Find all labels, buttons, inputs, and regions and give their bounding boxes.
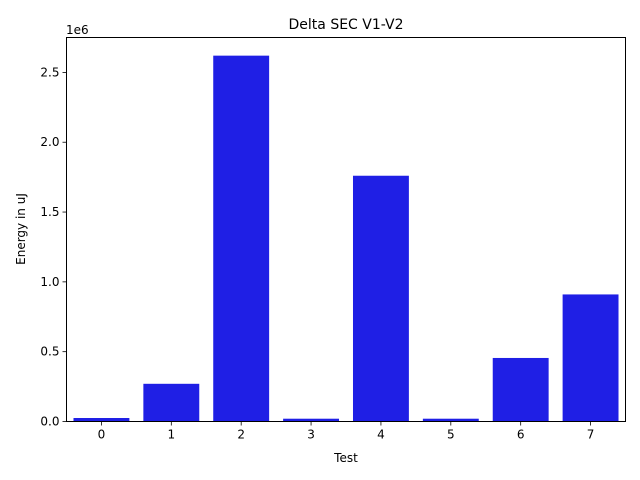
x-axis-label: Test — [333, 451, 358, 465]
plot-frame — [66, 37, 626, 422]
x-tick-label-1: 1 — [167, 428, 175, 442]
bar-6 — [492, 357, 549, 422]
x-tick-label-3: 3 — [307, 428, 315, 442]
bar-7 — [562, 294, 619, 422]
y-tick-label-2: 1.0 — [40, 275, 59, 289]
chart-title: Delta SEC V1-V2 — [289, 17, 404, 33]
bar-0 — [73, 418, 130, 422]
y-tick-label-3: 1.5 — [40, 205, 59, 219]
y-tick-label-1: 0.5 — [40, 345, 59, 359]
y-axis-offset-label: 1e6 — [66, 23, 89, 37]
bar-4 — [352, 175, 409, 422]
x-tick-label-2: 2 — [237, 428, 245, 442]
bar-5 — [422, 418, 479, 422]
y-tick-label-0: 0.0 — [40, 415, 59, 429]
x-tick-label-7: 7 — [587, 428, 595, 442]
bars-group — [73, 55, 619, 422]
y-axis-label: Energy in uJ — [14, 193, 28, 265]
x-tick-label-0: 0 — [98, 428, 106, 442]
bar-1 — [143, 383, 200, 422]
x-ticks-group: 0 1 2 3 4 5 6 7 — [98, 421, 595, 442]
bar-2 — [213, 55, 270, 422]
x-tick-label-6: 6 — [517, 428, 525, 442]
bar-3 — [283, 418, 340, 422]
y-tick-label-5: 2.5 — [40, 65, 59, 79]
y-tick-label-4: 2.0 — [40, 135, 59, 149]
y-ticks-group: 0.0 0.5 1.0 1.5 2.0 2.5 — [40, 65, 67, 429]
x-tick-label-5: 5 — [447, 428, 455, 442]
x-tick-label-4: 4 — [377, 428, 385, 442]
